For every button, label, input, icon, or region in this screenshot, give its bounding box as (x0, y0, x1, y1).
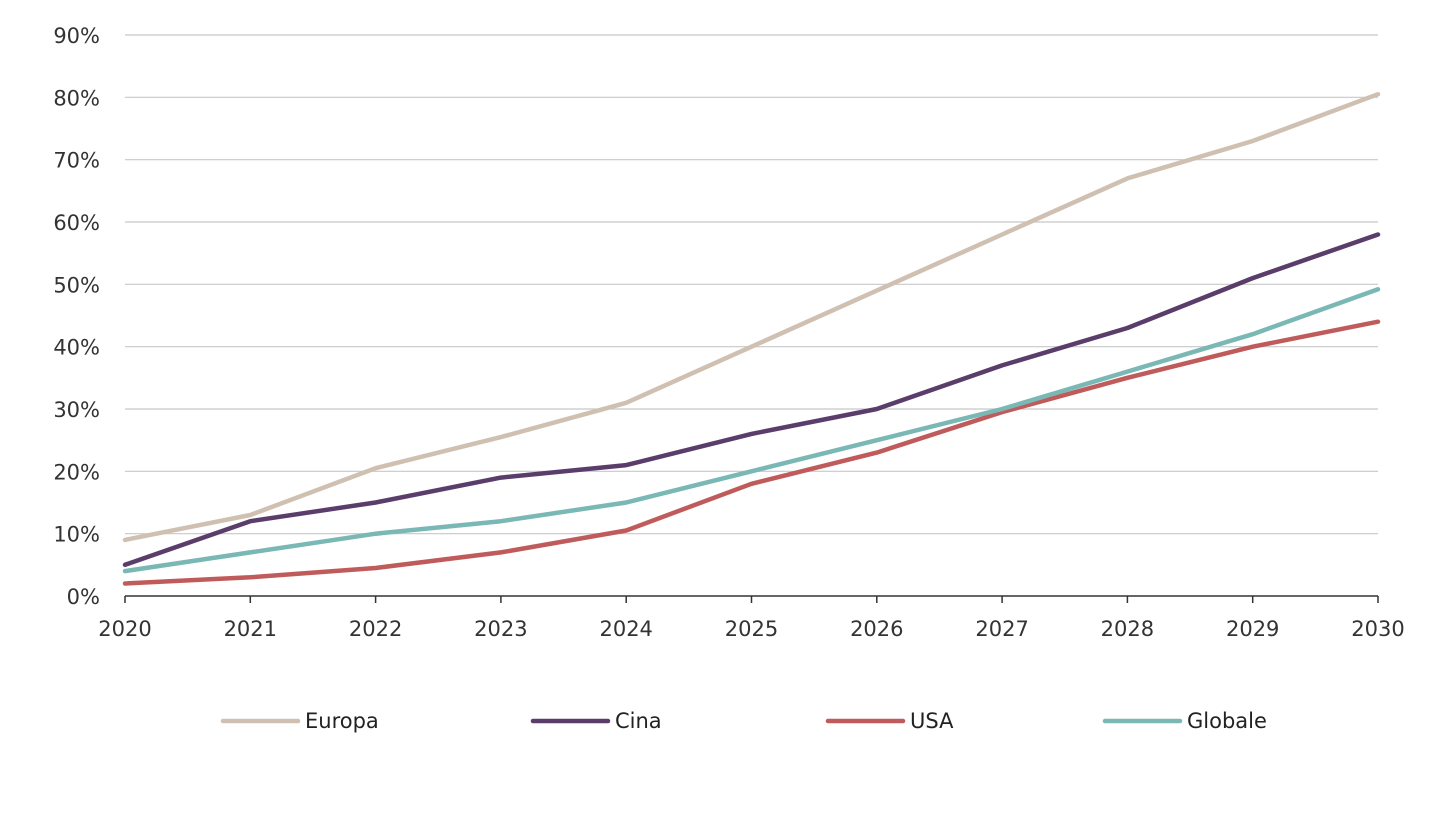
x-tick-label: 2026 (850, 617, 903, 641)
legend-label-europa: Europa (305, 709, 379, 733)
legend-label-globale: Globale (1187, 709, 1267, 733)
y-tick-label: 60% (53, 211, 100, 235)
x-tick-label: 2020 (98, 617, 151, 641)
y-tick-label: 50% (53, 273, 100, 297)
x-tick-label: 2023 (474, 617, 527, 641)
y-tick-label: 30% (53, 398, 100, 422)
series-lines (122, 91, 1381, 586)
grid-lines (125, 34, 1378, 535)
x-axis: 2020 2021 2022 2023 2024 2025 2026 2027 2028 2029… (98, 595, 1405, 641)
x-tick-label: 2028 (1101, 617, 1154, 641)
legend-label-usa: USA (910, 709, 954, 733)
y-tick-label: 0% (67, 585, 100, 609)
y-tick-label: 80% (53, 86, 100, 110)
x-tick-label: 2024 (599, 617, 652, 641)
y-tick-label: 40% (53, 336, 100, 360)
y-tick-label: 70% (53, 149, 100, 173)
y-tick-label: 20% (53, 460, 100, 484)
x-tick-label: 2027 (975, 617, 1028, 641)
x-tick-label: 2029 (1226, 617, 1279, 641)
x-tick-label: 2030 (1351, 617, 1404, 641)
series-line-globale (122, 287, 1381, 574)
y-axis-labels: 0% 10% 20% 30% 40% 50% 60% 70% 80% 90% (53, 24, 100, 609)
series-line-europa (122, 91, 1381, 543)
series-line-usa (122, 319, 1381, 586)
y-tick-label: 10% (53, 523, 100, 547)
series-line-cina (122, 232, 1381, 568)
legend-label-cina: Cina (615, 709, 662, 733)
x-tick-label: 2025 (725, 617, 778, 641)
legend: Europa Cina USA Globale (220, 709, 1267, 733)
x-tick-label: 2022 (349, 617, 402, 641)
y-tick-label: 90% (53, 24, 100, 48)
x-tick-label: 2021 (224, 617, 277, 641)
